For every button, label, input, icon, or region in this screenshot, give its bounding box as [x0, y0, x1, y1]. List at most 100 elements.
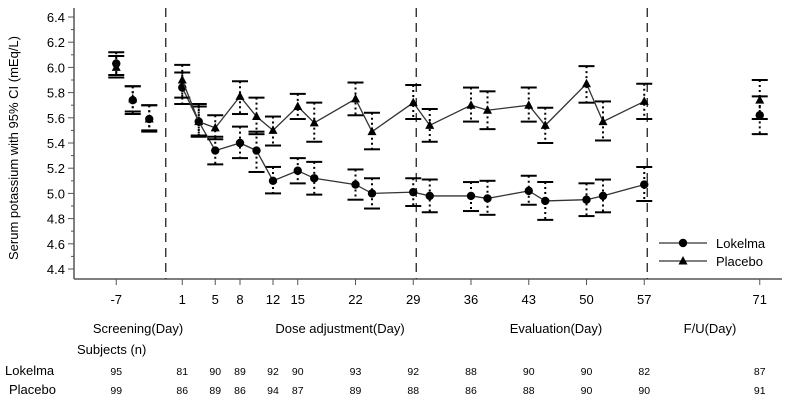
legend-label: Placebo: [716, 254, 763, 269]
series-layer: [108, 51, 768, 221]
x-tick-label: 43: [522, 292, 536, 307]
triangle-marker: [598, 116, 608, 126]
subjects-count: 89: [209, 385, 221, 397]
triangle-marker: [678, 256, 688, 265]
legend-label: Lokelma: [716, 236, 766, 251]
subjects-table: Subjects (n) Lokelma 95 81 90 89 92 90 93 92 88 90 9…: [5, 342, 766, 397]
y-axis-label: Serum potassium with 95% CI (mEq/L): [6, 36, 21, 260]
triangle-marker: [483, 105, 492, 114]
circle-marker: [640, 180, 649, 189]
y-tick-label: 6.0: [47, 60, 65, 75]
circle-marker: [211, 146, 220, 155]
triangle-marker: [268, 125, 278, 134]
triangle-marker: [524, 100, 534, 109]
phase-label: Evaluation(Day): [510, 321, 603, 336]
subjects-count: 88: [407, 385, 419, 397]
subjects-count: 90: [638, 385, 650, 397]
subjects-count: 87: [754, 366, 766, 378]
x-tick-label: 1: [179, 292, 186, 307]
phase-label: Dose adjustment(Day): [275, 321, 404, 336]
y-tick-label: 4.6: [47, 237, 65, 252]
x-tick-label: 50: [579, 292, 593, 307]
triangle-marker: [293, 101, 303, 110]
subjects-count: 86: [234, 385, 246, 397]
circle-marker: [598, 191, 608, 201]
series-placebo: [108, 55, 768, 151]
subjects-count: 90: [292, 366, 304, 378]
triangle-marker: [194, 116, 204, 126]
x-tick-label: 36: [464, 292, 478, 307]
circle-marker: [252, 146, 261, 155]
circle-marker: [541, 196, 550, 206]
subjects-count: 88: [465, 366, 477, 378]
triangle-marker: [351, 93, 360, 103]
circle-marker: [351, 180, 360, 189]
subjects-count: 94: [267, 385, 279, 397]
triangle-marker: [755, 95, 765, 104]
phase-dividers: [165, 8, 648, 279]
x-tick-label: 22: [348, 292, 362, 307]
subjects-count: 93: [350, 366, 362, 378]
subjects-count: 95: [110, 366, 122, 378]
y-tick-label: 5.0: [47, 186, 65, 201]
triangle-marker: [425, 120, 435, 129]
y-tick-label: 4.8: [47, 212, 65, 227]
triangle-marker: [128, 93, 138, 103]
triangle-marker: [639, 96, 649, 105]
subjects-count: 87: [292, 385, 304, 397]
subjects-count: 99: [110, 385, 122, 397]
circle-marker: [293, 166, 302, 175]
x-tick-label: 57: [637, 292, 651, 307]
series-lokelma: [108, 51, 768, 221]
subjects-count: 90: [209, 366, 221, 378]
subjects-count: 86: [465, 385, 477, 397]
subjects-row-label: Placebo: [9, 382, 56, 397]
triangle-marker: [582, 78, 591, 88]
triangle-marker: [210, 122, 220, 132]
triangle-marker: [252, 111, 261, 121]
subjects-count: 82: [638, 366, 650, 378]
y-tick-label: 4.4: [47, 262, 65, 277]
x-tick-label: 15: [291, 292, 305, 307]
circle-marker: [678, 238, 688, 248]
triangle-marker: [144, 114, 154, 123]
y-tick-label: 5.6: [47, 111, 65, 126]
subjects-count: 92: [407, 366, 419, 378]
circle-marker: [367, 189, 377, 198]
triangle-marker: [466, 100, 476, 109]
circle-marker: [524, 186, 533, 196]
subjects-count: 92: [267, 366, 279, 378]
y-tick-label: 6.2: [47, 35, 65, 50]
phase-labels: Screening(Day) Dose adjustment(Day) Evalua…: [93, 321, 737, 336]
subjects-count: 91: [754, 385, 766, 397]
y-tick-label: 6.4: [47, 10, 65, 25]
circle-marker: [268, 176, 278, 185]
circle-marker: [310, 174, 319, 183]
circle-marker: [483, 194, 492, 203]
phase-label: Screening(Day): [93, 321, 183, 336]
x-tick-label: 71: [753, 292, 767, 307]
y-tick-label: 5.4: [47, 136, 65, 151]
subjects-count: 81: [176, 366, 188, 378]
circle-marker: [582, 195, 591, 204]
subjects-count: 86: [176, 385, 188, 397]
x-axis: -7 1 5 8 12 15 22 29 36 43 50 57 71: [74, 278, 782, 307]
circle-marker: [235, 138, 245, 148]
subjects-row-label: Lokelma: [5, 363, 55, 378]
legend: Lokelma Placebo: [659, 236, 766, 269]
triangle-marker: [540, 120, 550, 129]
phase-label: F/U(Day): [684, 321, 737, 336]
circle-marker: [409, 187, 418, 197]
circle-marker: [425, 191, 434, 201]
x-tick-label: 12: [266, 292, 280, 307]
subjects-count: 89: [350, 385, 362, 397]
circle-marker: [466, 191, 476, 201]
x-tick-label: 8: [236, 292, 243, 307]
triangle-marker: [309, 117, 319, 127]
y-tick-label: 5.2: [47, 161, 65, 176]
subjects-count: 90: [581, 366, 593, 378]
subjects-count: 90: [523, 366, 535, 378]
x-tick-label: 29: [406, 292, 420, 307]
subjects-count: 88: [523, 385, 535, 397]
